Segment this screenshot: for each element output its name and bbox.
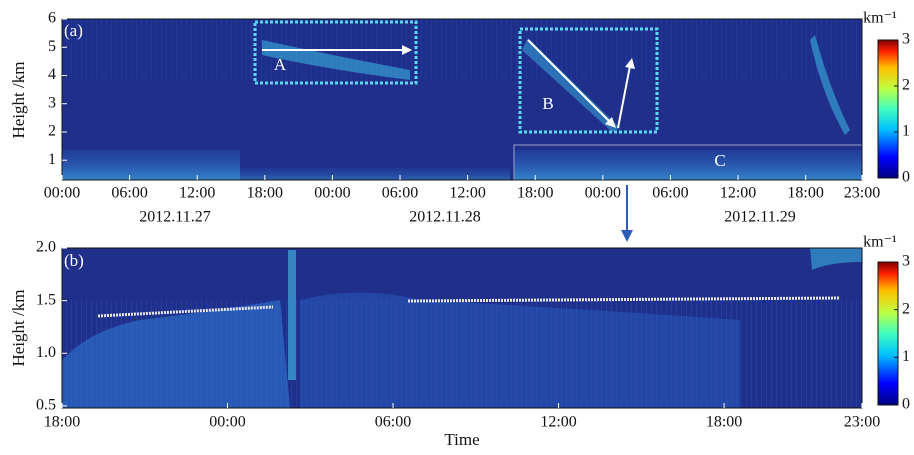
annotation-shapes (97, 20, 863, 318)
date-label: 2012.11.29 (724, 209, 795, 226)
colorbar-tick-label: 0 (902, 396, 910, 413)
y-tick-label: 2 (48, 123, 56, 140)
y-tick-label: 1.0 (36, 344, 56, 361)
y-tick-label: 3 (48, 94, 56, 111)
x-tick-label: 23:00 (844, 414, 880, 431)
x-tick-label: 00:00 (585, 185, 621, 202)
y-tick-label: 1.5 (36, 291, 56, 308)
annotation: C (714, 151, 725, 170)
x-tick-label: 18:00 (247, 185, 283, 202)
colorbar-label: km⁻¹ (863, 234, 897, 251)
x-tick-label: 00:00 (44, 185, 80, 202)
y-tick-label: 0.5 (36, 397, 56, 414)
x-tick-label: 06:00 (382, 185, 418, 202)
annotation: A (274, 55, 287, 74)
x-tick-label: 06:00 (652, 185, 688, 202)
x-tick-label: 23:00 (844, 185, 880, 202)
y-axis-label: Height /km (9, 62, 28, 139)
colorbar-label: km⁻¹ (863, 10, 897, 27)
plot-frame (61, 247, 863, 409)
x-axis-label: Time (444, 430, 479, 449)
x-tick-label: 18:00 (517, 185, 553, 202)
colorbar-tick-label: 1 (902, 123, 910, 140)
colorbar-tick-label: 2 (902, 300, 910, 317)
x-tick-label: 12:00 (449, 185, 485, 202)
x-tick-label: 06:00 (111, 185, 147, 202)
y-tick-label: 5 (48, 38, 56, 55)
y-axis-label: Height /km (9, 290, 28, 367)
x-tick-label: 18:00 (44, 414, 80, 431)
colorbars (877, 39, 899, 406)
y-tick-label: 4 (48, 66, 56, 83)
x-tick-label: 00:00 (209, 414, 245, 431)
panel-label: (b) (64, 251, 84, 270)
date-label: 2012.11.27 (139, 209, 210, 226)
x-tick-label: 12:00 (540, 414, 576, 431)
colorbar-tick-label: 1 (902, 348, 910, 365)
plot-frame (61, 18, 863, 181)
annotation: B (542, 94, 553, 113)
y-tick-label: 6 (48, 10, 56, 27)
date-label: 2012.11.28 (409, 209, 480, 226)
x-tick-label: 00:00 (314, 185, 350, 202)
x-tick-label: 18:00 (706, 414, 742, 431)
x-tick-label: 12:00 (179, 185, 215, 202)
x-tick-label: 06:00 (375, 414, 411, 431)
x-tick-label: 18:00 (787, 185, 823, 202)
y-tick-label: 1 (48, 151, 56, 168)
colorbar-tick-label: 0 (902, 169, 910, 186)
y-tick-label: 2.0 (36, 239, 56, 256)
heatmap-texture (62, 19, 862, 408)
colorbar-tick-label: 3 (902, 253, 910, 270)
panel-label: (a) (64, 21, 83, 40)
colorbar-tick-label: 2 (902, 77, 910, 94)
x-tick-label: 12:00 (720, 185, 756, 202)
colorbar-tick-label: 3 (902, 31, 910, 48)
